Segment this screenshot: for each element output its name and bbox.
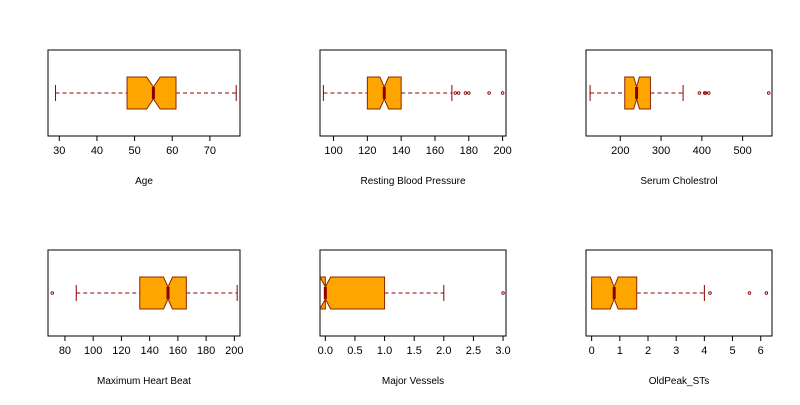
x-tick-label: 500 (733, 145, 751, 157)
boxplot-panel-4: 80 100 120 140 160 180 200 Maximum Heart Beat (47, 249, 244, 387)
x-tick-label: 2.5 (466, 345, 481, 357)
x-tick-label: 200 (225, 345, 243, 357)
outlier-point (463, 91, 468, 95)
boxplot-panel-5: 0.0 0.5 1.0 1.5 2.0 2.5 3.0 Major Vessels (318, 249, 511, 387)
boxplot-panel-1: 30 40 50 60 70 Age (47, 49, 241, 187)
x-axis-label: Age (135, 176, 153, 187)
outlier-point (708, 291, 712, 295)
x-tick-label: 30 (53, 145, 65, 157)
plot-frame (585, 249, 773, 337)
x-tick-label: 180 (197, 345, 215, 357)
plot-frame (319, 49, 507, 137)
x-tick-label: 0.5 (347, 345, 362, 357)
outlier-point (50, 291, 54, 295)
x-tick-label: 50 (128, 145, 140, 157)
x-tick-label: 160 (169, 345, 187, 357)
outlier-point (500, 91, 505, 95)
x-tick-label: 1.5 (407, 345, 422, 357)
x-tick-label: 100 (84, 345, 102, 357)
outlier-point (467, 91, 471, 95)
plot-frame (47, 249, 241, 337)
outlier-point (456, 91, 461, 95)
outlier-point (453, 91, 458, 95)
x-tick-label: 3 (673, 345, 679, 357)
x-tick-label: 1.0 (377, 345, 392, 357)
plot-frame (585, 49, 773, 137)
x-tick-label: 60 (166, 145, 178, 157)
x-tick-label: 180 (460, 145, 478, 157)
x-tick-label: 300 (652, 145, 670, 157)
x-tick-label: 400 (693, 145, 711, 157)
x-tick-label: 80 (59, 345, 71, 357)
x-tick-label: 120 (112, 345, 130, 357)
outlier-point (487, 91, 491, 95)
x-tick-label: 40 (91, 145, 103, 157)
x-tick-label: 70 (204, 145, 216, 157)
x-axis-label: Major Vessels (382, 376, 444, 387)
boxplot-panel-2: 100 120 140 160 180 200 Resting Blood Pressure (319, 49, 512, 187)
notched-box (126, 76, 177, 110)
x-tick-label: 6 (758, 345, 764, 357)
x-tick-label: 140 (140, 345, 158, 357)
x-axis-label: Serum Cholestrol (640, 176, 717, 187)
notched-box (139, 276, 187, 310)
outlier-point (697, 91, 702, 95)
x-tick-label: 100 (324, 145, 342, 157)
x-tick-label: 5 (729, 345, 735, 357)
plot-frame (47, 49, 241, 137)
x-tick-label: 0.0 (318, 345, 333, 357)
x-tick-label: 2.0 (436, 345, 451, 357)
x-tick-label: 200 (493, 145, 511, 157)
x-tick-label: 200 (611, 145, 629, 157)
x-tick-label: 140 (392, 145, 410, 157)
x-tick-label: 4 (701, 345, 707, 357)
outlier-point (747, 291, 752, 295)
notched-box (319, 276, 386, 310)
boxplot-panel-3: 200 300 400 500 Serum Cholestrol (585, 49, 773, 187)
outlier-point (707, 91, 711, 95)
outlier-point (703, 91, 708, 95)
outlier-point (766, 91, 771, 95)
x-tick-label: 2 (645, 345, 651, 357)
x-axis-label: Resting Blood Pressure (360, 176, 465, 187)
x-tick-label: 3.0 (495, 345, 510, 357)
outlier-point (501, 291, 505, 295)
x-tick-label: 1 (617, 345, 623, 357)
boxplot-panel-6: 0 1 2 3 4 5 6 OldPeak_STs (585, 249, 773, 387)
plot-frame (319, 249, 507, 337)
x-tick-label: 160 (426, 145, 444, 157)
x-tick-label: 0 (589, 345, 595, 357)
outlier-point (764, 291, 769, 295)
x-axis-label: OldPeak_STs (649, 376, 710, 387)
x-tick-label: 120 (358, 145, 376, 157)
x-axis-label: Maximum Heart Beat (97, 376, 191, 387)
